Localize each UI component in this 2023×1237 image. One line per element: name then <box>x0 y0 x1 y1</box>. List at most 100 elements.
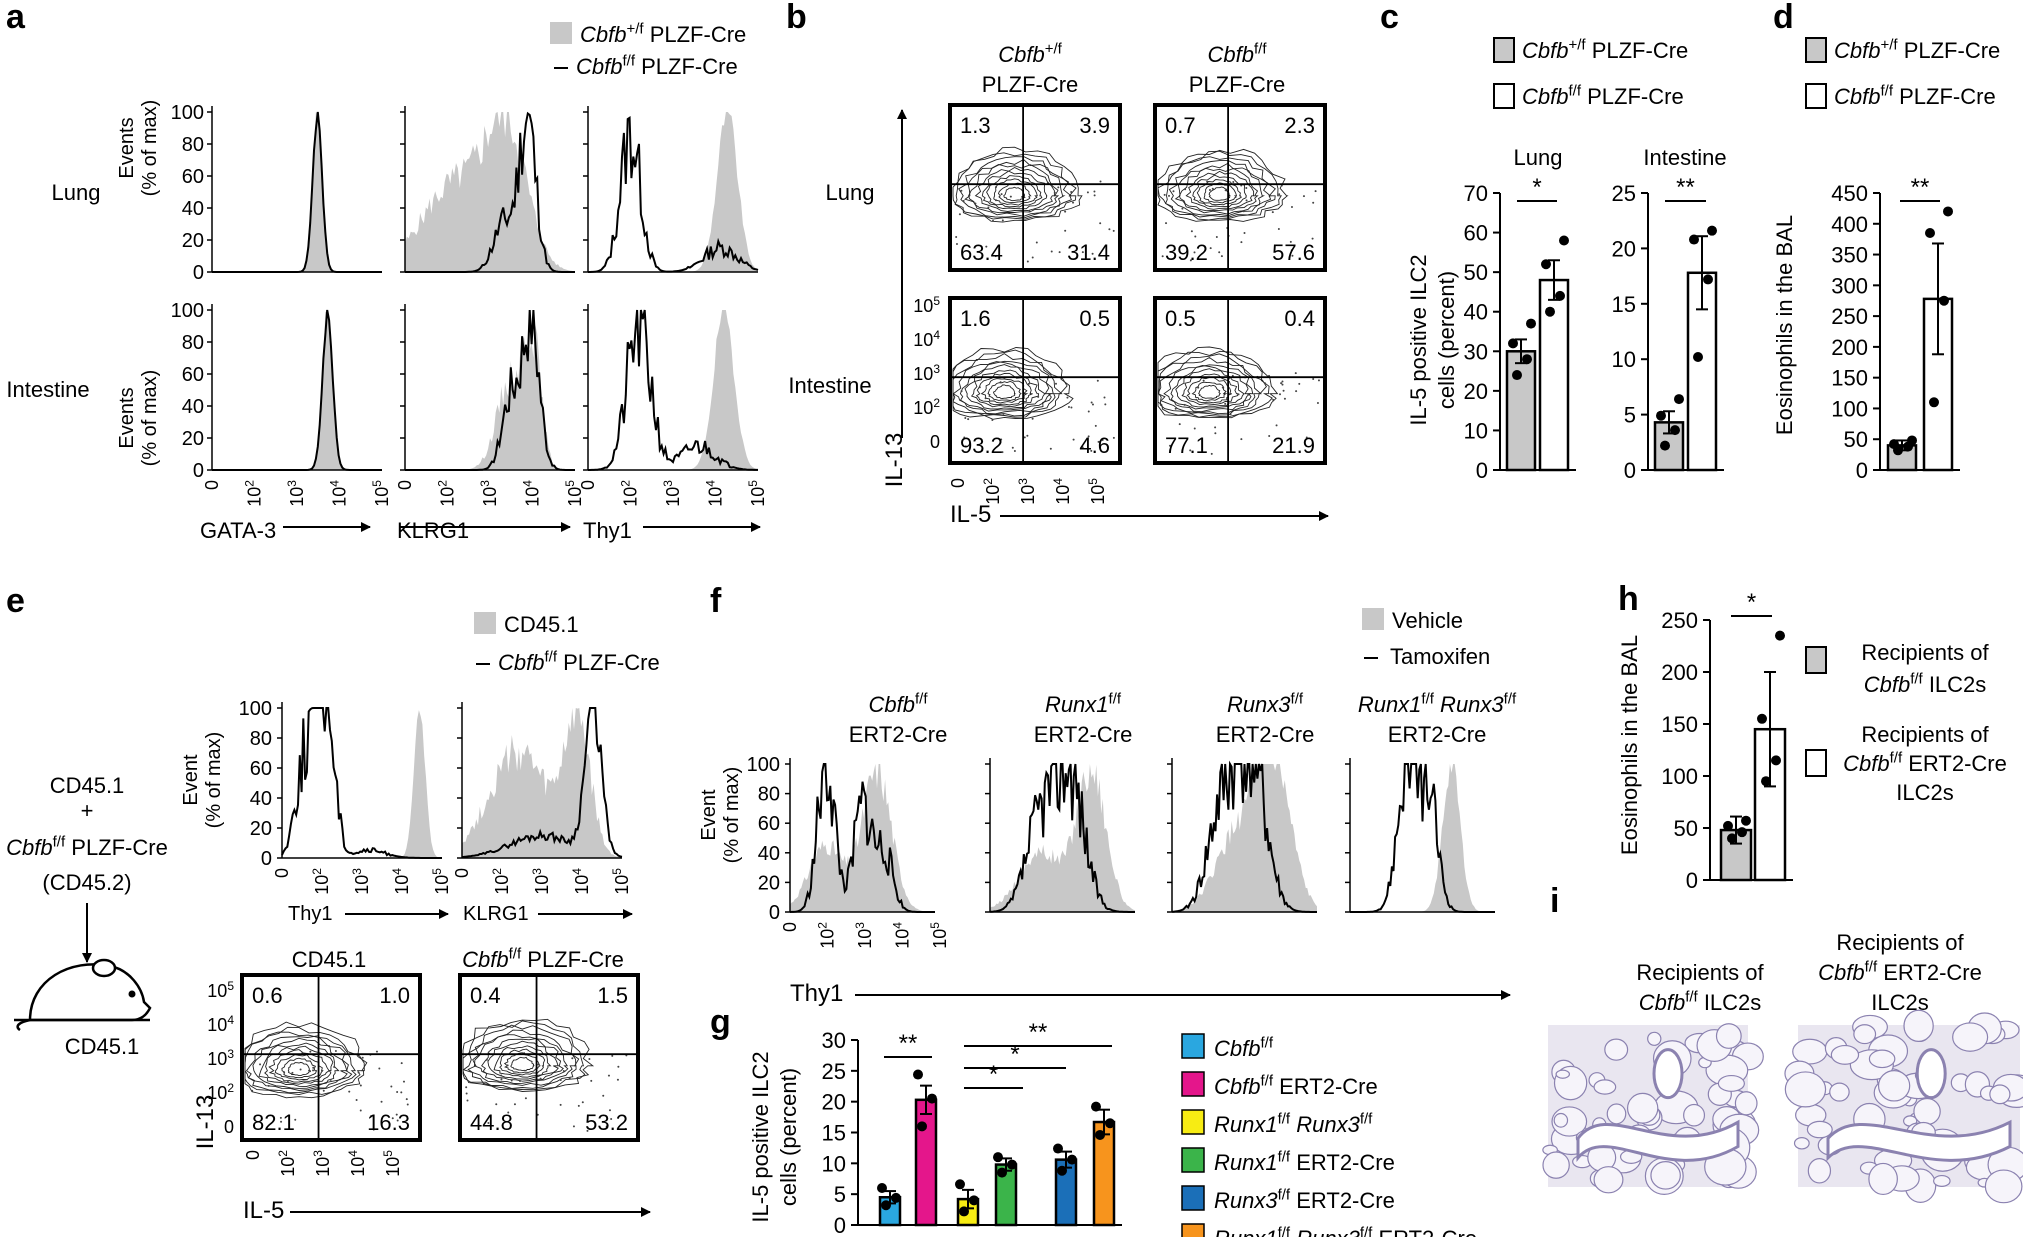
data-point <box>1703 274 1713 285</box>
event-dot <box>1289 240 1292 243</box>
legend-swatch-gray <box>1805 646 1827 674</box>
dot-plot: 1.6 0.5 93.2 4.6 <box>948 296 1122 465</box>
y-tick-label: 5 <box>834 1182 846 1207</box>
event-dot <box>1091 252 1094 255</box>
data-point <box>1907 435 1917 446</box>
event-dot <box>251 1089 254 1092</box>
y-tick-label: 103 <box>207 1047 234 1069</box>
alveolus <box>1542 1151 1570 1179</box>
event-dot <box>500 1074 503 1077</box>
panel-g: g IL-5 positive ILC2 cells (percent) 0 5 10 15… <box>710 1003 1477 1237</box>
image-caption: Cbfbf/f ERT2-Cre <box>1818 959 1982 985</box>
alveolus <box>1913 1097 1941 1126</box>
legend-swatch-gray <box>1362 608 1384 630</box>
contour-line <box>1157 148 1289 222</box>
contour-line <box>997 182 1032 203</box>
plot-frame <box>1153 103 1327 272</box>
panel-i: i Recipients of Cbfbf/f ILC2s Recipients of… <box>1542 882 2023 1204</box>
alveolus <box>1717 1074 1745 1092</box>
alveolus <box>1806 1120 1833 1139</box>
data-point <box>1007 1159 1017 1170</box>
schematic-genotype: Cbfbf/f PLZF-Cre <box>6 834 168 860</box>
event-dot <box>1195 398 1198 401</box>
event-dot <box>1271 211 1274 214</box>
event-dot <box>577 1104 580 1107</box>
alveolus <box>1734 1091 1758 1116</box>
legend-label: Runx3f/f ERT2-Cre <box>1214 1187 1395 1213</box>
event-dot <box>1165 222 1168 225</box>
x-axis-marker: KLRG1 <box>463 903 529 925</box>
schematic-label: (CD45.2) <box>42 870 131 895</box>
alveolus <box>1793 1137 1810 1150</box>
contour-line <box>274 1054 324 1081</box>
alveolus <box>1553 1112 1569 1128</box>
y-axis-label: IL-5 positive ILC2 <box>748 1051 773 1222</box>
event-dot <box>1243 231 1246 234</box>
legend-label: Recipients of <box>1861 640 1989 665</box>
x-tick-label: 104 <box>1051 478 1073 505</box>
histogram-outline <box>212 111 382 273</box>
y-axis-label: (% of max) <box>203 732 225 829</box>
dot-plot: 0.4 1.5 44.8 53.2 <box>458 973 640 1142</box>
event-dot <box>1221 386 1224 389</box>
contour-line <box>980 378 1029 404</box>
event-dot <box>964 445 967 448</box>
panel-label: a <box>6 0 26 36</box>
histogram <box>400 106 575 273</box>
bar <box>914 1098 938 1227</box>
alveolus <box>1555 1069 1571 1079</box>
event-dot <box>1247 393 1250 396</box>
image-caption: Recipients of <box>1836 930 1964 955</box>
row-label: Lung <box>52 180 101 205</box>
event-dot <box>1035 241 1038 244</box>
alveolus <box>1830 1044 1860 1065</box>
y-tick-label: 450 <box>1831 181 1868 206</box>
y-tick-label: 100 <box>239 698 272 720</box>
event-dot <box>1093 190 1096 193</box>
event-dot <box>1242 210 1245 213</box>
data-point <box>1693 351 1703 362</box>
quadrant-value: 0.4 <box>1284 306 1315 331</box>
x-axis-label: Thy1 <box>790 980 843 1007</box>
event-dot <box>1163 193 1166 196</box>
legend-swatch-gray <box>550 22 572 44</box>
y-tick-label: 150 <box>1831 366 1868 391</box>
y-tick-label: 40 <box>182 198 204 220</box>
event-dot <box>539 1077 542 1080</box>
event-dot <box>1064 210 1067 213</box>
y-tick-label: 40 <box>758 843 780 865</box>
x-tick-label: 102 <box>490 868 512 895</box>
event-dot <box>1168 194 1171 197</box>
event-dot <box>1202 379 1205 382</box>
event-dot <box>1001 219 1004 222</box>
x-tick-label: 105 <box>746 480 768 507</box>
legend-label: Cbfbf/f PLZF-Cre <box>1834 83 1996 109</box>
contour-line <box>245 1035 353 1091</box>
data-point <box>1555 290 1565 301</box>
event-dot <box>348 1090 351 1093</box>
quadrant-value: 16.3 <box>367 1110 410 1135</box>
event-dot <box>1240 438 1243 441</box>
event-dot <box>605 1125 608 1128</box>
alveolus <box>1903 1009 1934 1043</box>
contour-line <box>1170 365 1252 410</box>
alveolus <box>1606 1103 1627 1125</box>
contour-line <box>974 166 1055 212</box>
event-dot <box>608 1109 611 1112</box>
quadrant-value: 0.5 <box>1079 306 1110 331</box>
histogram-outline <box>989 763 1135 913</box>
event-dot <box>610 1117 613 1120</box>
airway <box>1576 1119 1740 1162</box>
event-dot <box>1215 236 1218 239</box>
panel-label: b <box>786 0 807 36</box>
y-tick-label: 400 <box>1831 212 1868 237</box>
data-point <box>1067 1154 1077 1165</box>
contour-line <box>1168 160 1272 217</box>
histogram-vehicle-fill <box>282 710 442 858</box>
event-dot <box>1194 235 1197 238</box>
event-dot <box>967 418 970 421</box>
alveolus <box>1647 1031 1662 1046</box>
event-dot <box>513 1103 516 1106</box>
y-tick-label: 100 <box>1831 396 1868 421</box>
quadrant-value: 1.6 <box>960 306 991 331</box>
